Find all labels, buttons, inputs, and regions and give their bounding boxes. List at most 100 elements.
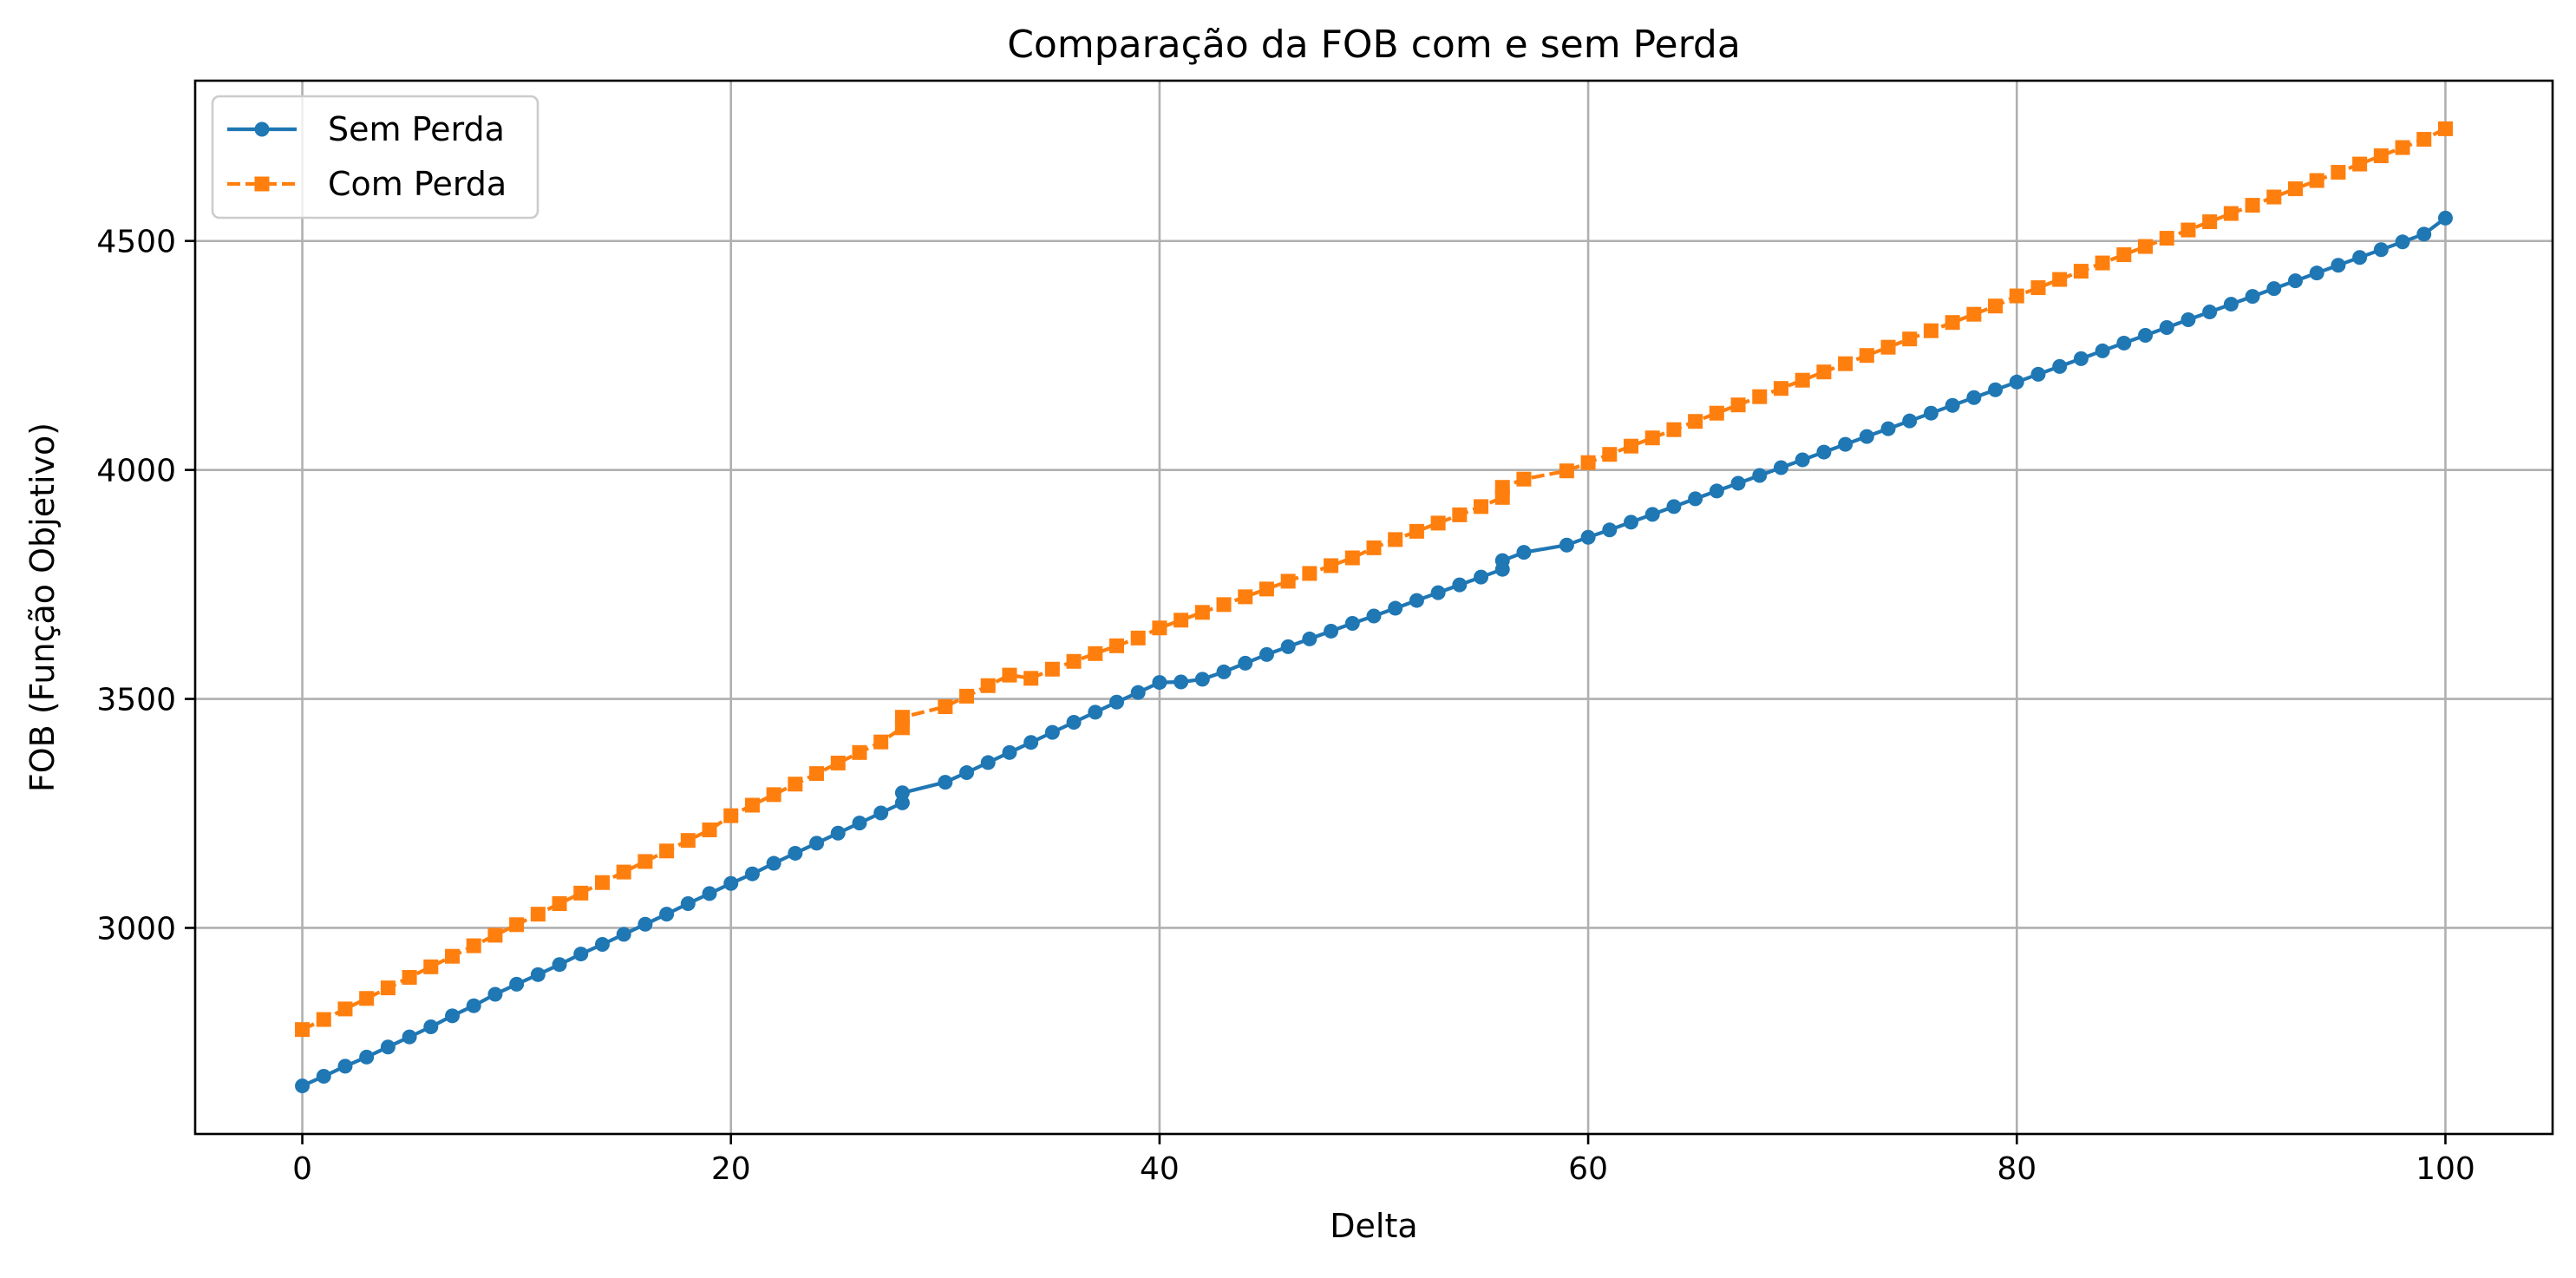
data-point-sem-perda [2159,319,2174,335]
data-point-com-perda [1130,630,1146,646]
data-point-com-perda [788,777,803,792]
data-point-sem-perda [466,998,481,1013]
data-point-com-perda [1624,438,1639,454]
y-axis-label: FOB (Função Objetivo) [23,423,62,792]
data-point-sem-perda [509,976,525,992]
data-point-com-perda [1923,323,1939,338]
data-point-com-perda [2138,239,2154,254]
data-point-sem-perda [1945,397,1960,413]
data-point-sem-perda [1280,639,1296,654]
data-point-sem-perda [809,836,825,851]
y-tick-label: 4000 [96,454,176,489]
data-point-sem-perda [959,765,975,781]
data-point-sem-perda [980,755,996,770]
data-point-com-perda [1216,597,1232,613]
data-point-com-perda [1108,638,1124,653]
legend-box [211,95,539,220]
data-point-com-perda [637,854,653,869]
data-point-com-perda [402,969,417,985]
data-point-com-perda [2116,247,2132,263]
x-tick-label: 0 [292,1151,312,1187]
data-point-com-perda [466,938,481,954]
data-point-com-perda [530,907,546,922]
data-point-sem-perda [2073,351,2089,366]
data-point-sem-perda [1324,623,1339,639]
data-point-sem-perda [2266,281,2282,297]
data-point-sem-perda [2223,297,2239,312]
data-point-com-perda [2030,280,2046,296]
x-tick-label: 20 [711,1151,751,1187]
data-point-sem-perda [1344,615,1360,631]
plot-series [295,121,2453,1094]
data-point-com-perda [1388,532,1403,547]
data-point-com-perda [1688,414,1703,429]
legend-label-com-perda: Com Perda [328,165,507,203]
data-point-sem-perda [659,907,675,922]
data-point-com-perda [337,1001,353,1017]
data-point-sem-perda [1752,468,1768,483]
data-point-com-perda [1966,306,1982,322]
data-point-sem-perda [316,1068,331,1084]
data-point-sem-perda [1859,429,1874,444]
data-point-sem-perda [1238,655,1253,671]
data-point-com-perda [316,1012,331,1027]
data-point-sem-perda [1066,714,1082,730]
data-point-sem-perda [2116,335,2132,351]
data-point-com-perda [2395,140,2410,155]
data-point-sem-perda [1494,553,1510,568]
data-point-sem-perda [402,1029,417,1045]
data-point-com-perda [1474,499,1489,514]
data-point-com-perda [552,896,567,912]
data-point-sem-perda [2416,226,2432,242]
data-point-com-perda [2437,121,2453,136]
data-point-com-perda [1430,515,1446,531]
data-point-com-perda [1002,667,1017,683]
data-point-sem-perda [295,1078,311,1094]
data-point-com-perda [2052,272,2068,287]
legend-label-sem-perda: Sem Perda [328,110,505,148]
data-point-com-perda [1302,566,1317,581]
data-point-sem-perda [1559,537,1574,553]
data-point-com-perda [938,699,953,715]
data-point-sem-perda [1088,705,1103,720]
data-point-com-perda [980,678,996,693]
data-point-com-perda [2373,148,2389,164]
data-point-sem-perda [423,1019,439,1034]
data-point-sem-perda [680,896,696,912]
legend: Sem Perda Com Perda [211,95,539,220]
data-point-com-perda [1023,671,1039,686]
data-point-com-perda [723,808,739,823]
data-point-sem-perda [2138,327,2154,343]
series-com-perda [295,121,2453,1038]
data-point-sem-perda [873,805,889,821]
data-point-sem-perda [894,795,910,810]
data-point-sem-perda [1516,545,1532,560]
data-point-sem-perda [1152,675,1167,691]
data-point-com-perda [1066,653,1082,669]
data-point-com-perda [809,766,825,782]
data-point-com-perda [1945,315,1960,331]
data-point-sem-perda [938,775,953,790]
data-point-com-perda [1088,646,1103,661]
data-point-sem-perda [1409,593,1424,608]
data-point-com-perda [295,1022,311,1038]
data-point-com-perda [2202,214,2218,230]
data-point-sem-perda [2437,210,2453,226]
data-point-sem-perda [1624,514,1639,530]
data-point-com-perda [423,959,439,974]
data-point-com-perda [1644,430,1660,446]
data-point-sem-perda [766,855,781,871]
data-point-com-perda [1902,331,1918,347]
data-point-com-perda [1366,540,1382,555]
x-tick-label: 80 [1997,1151,2037,1187]
data-point-sem-perda [1988,382,2004,397]
data-point-sem-perda [1366,608,1382,624]
data-point-sem-perda [1174,674,1189,690]
data-point-sem-perda [1452,577,1468,593]
data-point-sem-perda [2373,242,2389,258]
data-point-com-perda [594,875,610,890]
data-point-sem-perda [2095,343,2110,358]
data-point-com-perda [1324,558,1339,573]
